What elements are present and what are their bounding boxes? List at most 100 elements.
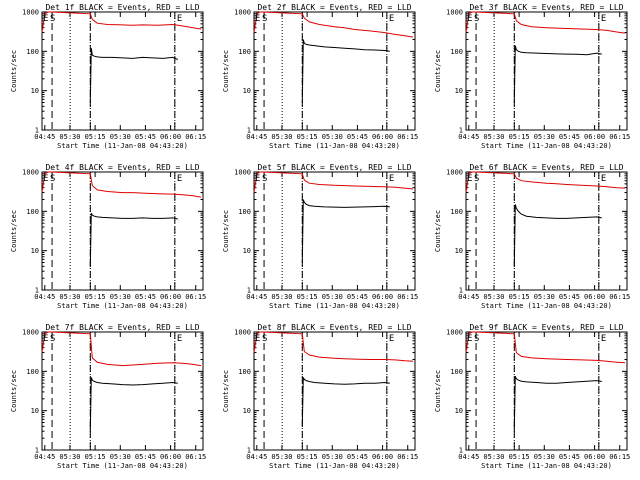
x-tick-label: 06:15 <box>185 453 206 461</box>
x-tick-label: 06:00 <box>160 293 181 301</box>
end-marker: E <box>177 174 182 184</box>
y-tick-label: 10 <box>31 87 39 95</box>
x-tick-label: 04:45 <box>34 453 55 461</box>
end-marker: E <box>601 174 606 184</box>
x-tick-label: 06:15 <box>609 293 630 301</box>
x-tick-label: 05:15 <box>509 133 530 141</box>
y-tick-label: 10 <box>31 247 39 255</box>
x-tick-label: 06:00 <box>372 293 393 301</box>
x-tick-label: 05:30 <box>110 133 131 141</box>
y-tick-label: 10 <box>31 407 39 415</box>
y-tick-label: 10 <box>243 247 251 255</box>
x-tick-label: 05:30 <box>271 133 292 141</box>
x-tick-label: 05:30 <box>483 453 504 461</box>
x-tick-label: 06:00 <box>160 453 181 461</box>
x-tick-label: 05:45 <box>135 453 156 461</box>
y-tick-label: 1 <box>459 447 463 455</box>
events-series-line <box>301 377 390 427</box>
x-tick-label: 05:45 <box>347 453 368 461</box>
panel-title: Det 7f BLACK = Events, RED = LLD <box>45 323 199 332</box>
x-tick-label: 06:15 <box>397 453 418 461</box>
x-tick-label: 05:30 <box>59 133 80 141</box>
x-axis-label: Start Time (11-Jan-08 04:43:20) <box>269 462 400 470</box>
x-tick-label: 06:00 <box>372 133 393 141</box>
y-tick-label: 10 <box>243 87 251 95</box>
x-tick-label: 05:30 <box>322 133 343 141</box>
events-series-line <box>513 45 602 103</box>
y-tick-label: 10 <box>455 407 463 415</box>
start-marker: S <box>262 174 267 184</box>
x-tick-label: 05:15 <box>509 293 530 301</box>
x-tick-label: 04:45 <box>34 293 55 301</box>
start-marker: S <box>474 334 479 344</box>
x-tick-label: 06:00 <box>584 293 605 301</box>
y-tick-label: 10 <box>455 247 463 255</box>
end-marker: E <box>389 334 394 344</box>
panel-title: Det 6f BLACK = Events, RED = LLD <box>469 163 623 172</box>
y-tick-label: 10 <box>455 87 463 95</box>
lld-series-line <box>253 171 414 193</box>
y-tick-label: 1 <box>35 127 39 135</box>
x-tick-label: 05:45 <box>347 133 368 141</box>
x-tick-label: 06:15 <box>185 133 206 141</box>
x-tick-label: 05:45 <box>347 293 368 301</box>
y-tick-label: 1 <box>35 287 39 295</box>
x-axis-label: Start Time (11-Jan-08 04:43:20) <box>57 302 188 310</box>
x-axis-label: Start Time (11-Jan-08 04:43:20) <box>57 142 188 150</box>
start-marker: S <box>474 14 479 24</box>
y-axis-label: Counts/sec <box>434 50 442 92</box>
lld-series-line <box>465 331 626 364</box>
x-tick-label: 06:15 <box>397 133 418 141</box>
panel-title: Det 2f BLACK = Events, RED = LLD <box>257 3 411 12</box>
panel-title: Det 4f BLACK = Events, RED = LLD <box>45 163 199 172</box>
y-axis-label: Counts/sec <box>434 210 442 252</box>
y-tick-label: 1 <box>247 127 251 135</box>
lld-series-line <box>465 11 626 34</box>
x-tick-label: 05:30 <box>322 453 343 461</box>
x-tick-label: 05:30 <box>534 133 555 141</box>
x-tick-label: 05:15 <box>85 453 106 461</box>
x-tick-label: 05:30 <box>534 293 555 301</box>
y-tick-label: 1000 <box>234 9 251 17</box>
y-tick-label: 1000 <box>446 329 463 337</box>
x-axis-label: Start Time (11-Jan-08 04:43:20) <box>57 462 188 470</box>
panel-title: Det 8f BLACK = Events, RED = LLD <box>257 323 411 332</box>
y-tick-label: 100 <box>238 208 251 216</box>
x-axis-label: Start Time (11-Jan-08 04:43:20) <box>269 142 400 150</box>
y-tick-label: 100 <box>26 48 39 56</box>
plot-frame <box>41 11 204 131</box>
eclipse-marker-left: E <box>43 334 48 344</box>
x-tick-label: 06:15 <box>609 453 630 461</box>
y-tick-label: 1000 <box>22 329 39 337</box>
eclipse-marker-left: E <box>255 14 260 24</box>
start-marker: S <box>262 14 267 24</box>
lld-series-line <box>253 11 414 38</box>
x-tick-label: 05:15 <box>85 133 106 141</box>
plot-frame <box>465 11 628 131</box>
plot-frame <box>465 331 628 451</box>
x-tick-label: 06:15 <box>397 293 418 301</box>
x-tick-label: 05:30 <box>59 453 80 461</box>
end-marker: E <box>389 174 394 184</box>
x-axis-label: Start Time (11-Jan-08 04:43:20) <box>481 302 612 310</box>
x-tick-label: 04:45 <box>34 133 55 141</box>
x-tick-label: 06:15 <box>609 133 630 141</box>
lld-series-line <box>41 331 202 367</box>
plot-frame <box>465 171 628 291</box>
lld-series-line <box>41 171 202 198</box>
y-tick-label: 1000 <box>22 169 39 177</box>
y-tick-label: 1 <box>459 127 463 135</box>
y-tick-label: 10 <box>243 407 251 415</box>
events-series-line <box>301 199 390 263</box>
start-marker: S <box>50 174 55 184</box>
x-tick-label: 06:00 <box>584 453 605 461</box>
start-marker: S <box>262 334 267 344</box>
x-tick-label: 05:45 <box>559 133 580 141</box>
y-tick-label: 1000 <box>234 329 251 337</box>
eclipse-marker-left: E <box>467 334 472 344</box>
events-series-line <box>89 212 178 267</box>
x-tick-label: 05:30 <box>110 453 131 461</box>
end-marker: E <box>389 14 394 24</box>
panel-title: Det 3f BLACK = Events, RED = LLD <box>469 3 623 12</box>
x-tick-label: 05:30 <box>271 293 292 301</box>
